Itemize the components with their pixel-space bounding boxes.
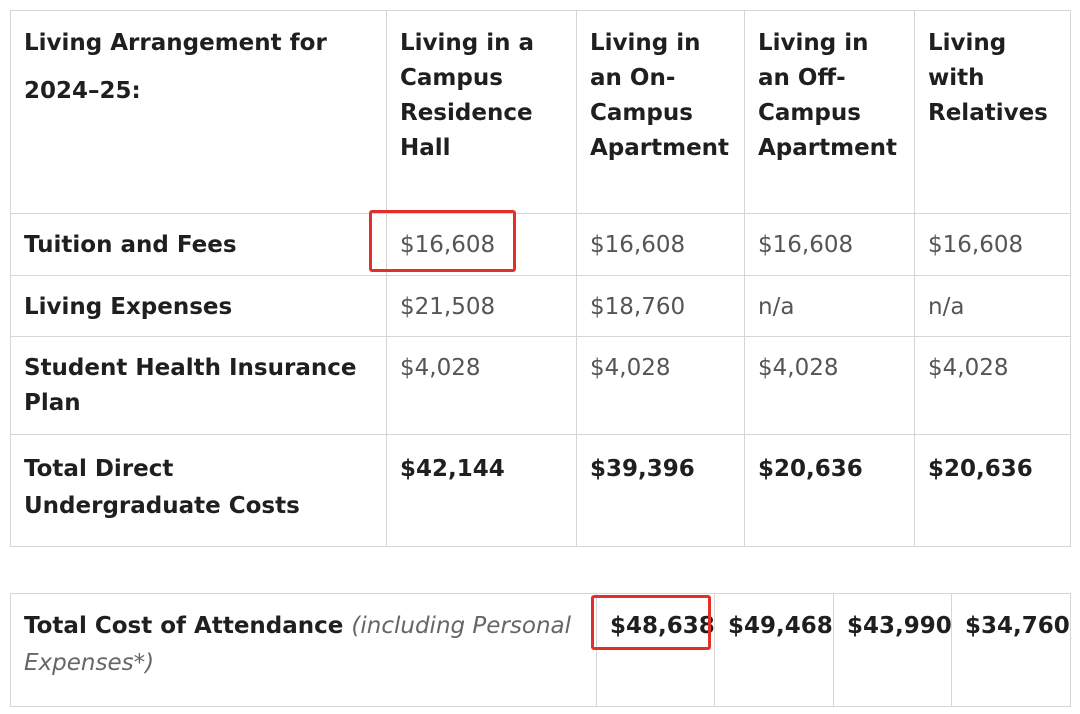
table-row: Tuition and Fees $16,608 $16,608 $16,608… xyxy=(10,213,1071,276)
cell-tuition-relatives: $16,608 xyxy=(914,213,1071,276)
cell-total-relatives: $20,636 xyxy=(914,434,1071,547)
cell-living-off-campus: n/a xyxy=(744,275,915,337)
cell-total-on-campus: $39,396 xyxy=(576,434,745,547)
row-label-tuition: Tuition and Fees xyxy=(10,213,387,276)
table-row: Total Cost of Attendance (including Pers… xyxy=(10,593,1071,707)
header-off-campus-apartment: Living in an Off-Campus Apartment xyxy=(744,10,915,214)
header-on-campus-apartment: Living in an On-Campus Apartment xyxy=(576,10,745,214)
attendance-note: (including Personal Expenses*) xyxy=(24,613,572,676)
table-row: Living Expenses $21,508 $18,760 n/a n/a xyxy=(10,275,1071,337)
direct-costs-table: Living Arrangement for 2024–25: Living i… xyxy=(10,10,1071,547)
header-living-with-relatives: Living with Relatives xyxy=(914,10,1071,214)
cell-total-off-campus: $20,636 xyxy=(744,434,915,547)
attendance-label-cell: Total Cost of Attendance (including Pers… xyxy=(10,593,597,707)
header-campus-residence-hall: Living in a Campus Residence Hall xyxy=(386,10,577,214)
cell-tuition-residence-hall: $16,608 xyxy=(386,213,577,276)
table-row-total: Total Direct Undergraduate Costs $42,144… xyxy=(10,434,1071,547)
cell-living-on-campus: $18,760 xyxy=(576,275,745,337)
cell-living-relatives: n/a xyxy=(914,275,1071,337)
table-row: Student Health Insurance Plan $4,028 $4,… xyxy=(10,336,1071,435)
attendance-label: Total Cost of Attendance xyxy=(24,613,344,639)
cell-tuition-off-campus: $16,608 xyxy=(744,213,915,276)
cell-total-residence-hall: $42,144 xyxy=(386,434,577,547)
header-corner: Living Arrangement for 2024–25: xyxy=(10,10,387,214)
cell-insurance-on-campus: $4,028 xyxy=(576,336,745,435)
cost-of-attendance-table: Total Cost of Attendance (including Pers… xyxy=(10,593,1071,707)
header-row: Living Arrangement for 2024–25: Living i… xyxy=(10,10,1071,214)
cell-insurance-relatives: $4,028 xyxy=(914,336,1071,435)
attendance-residence-hall: $48,638 xyxy=(596,593,715,707)
cell-insurance-residence-hall: $4,028 xyxy=(386,336,577,435)
row-label-living-expenses: Living Expenses xyxy=(10,275,387,337)
cell-living-residence-hall: $21,508 xyxy=(386,275,577,337)
row-label-health-insurance: Student Health Insurance Plan xyxy=(10,336,387,435)
cell-insurance-off-campus: $4,028 xyxy=(744,336,915,435)
row-label-total-direct: Total Direct Undergraduate Costs xyxy=(10,434,387,547)
attendance-on-campus: $49,468 xyxy=(714,593,834,707)
cell-tuition-on-campus: $16,608 xyxy=(576,213,745,276)
attendance-relatives: $34,760 xyxy=(951,593,1071,707)
attendance-off-campus: $43,990 xyxy=(833,593,952,707)
